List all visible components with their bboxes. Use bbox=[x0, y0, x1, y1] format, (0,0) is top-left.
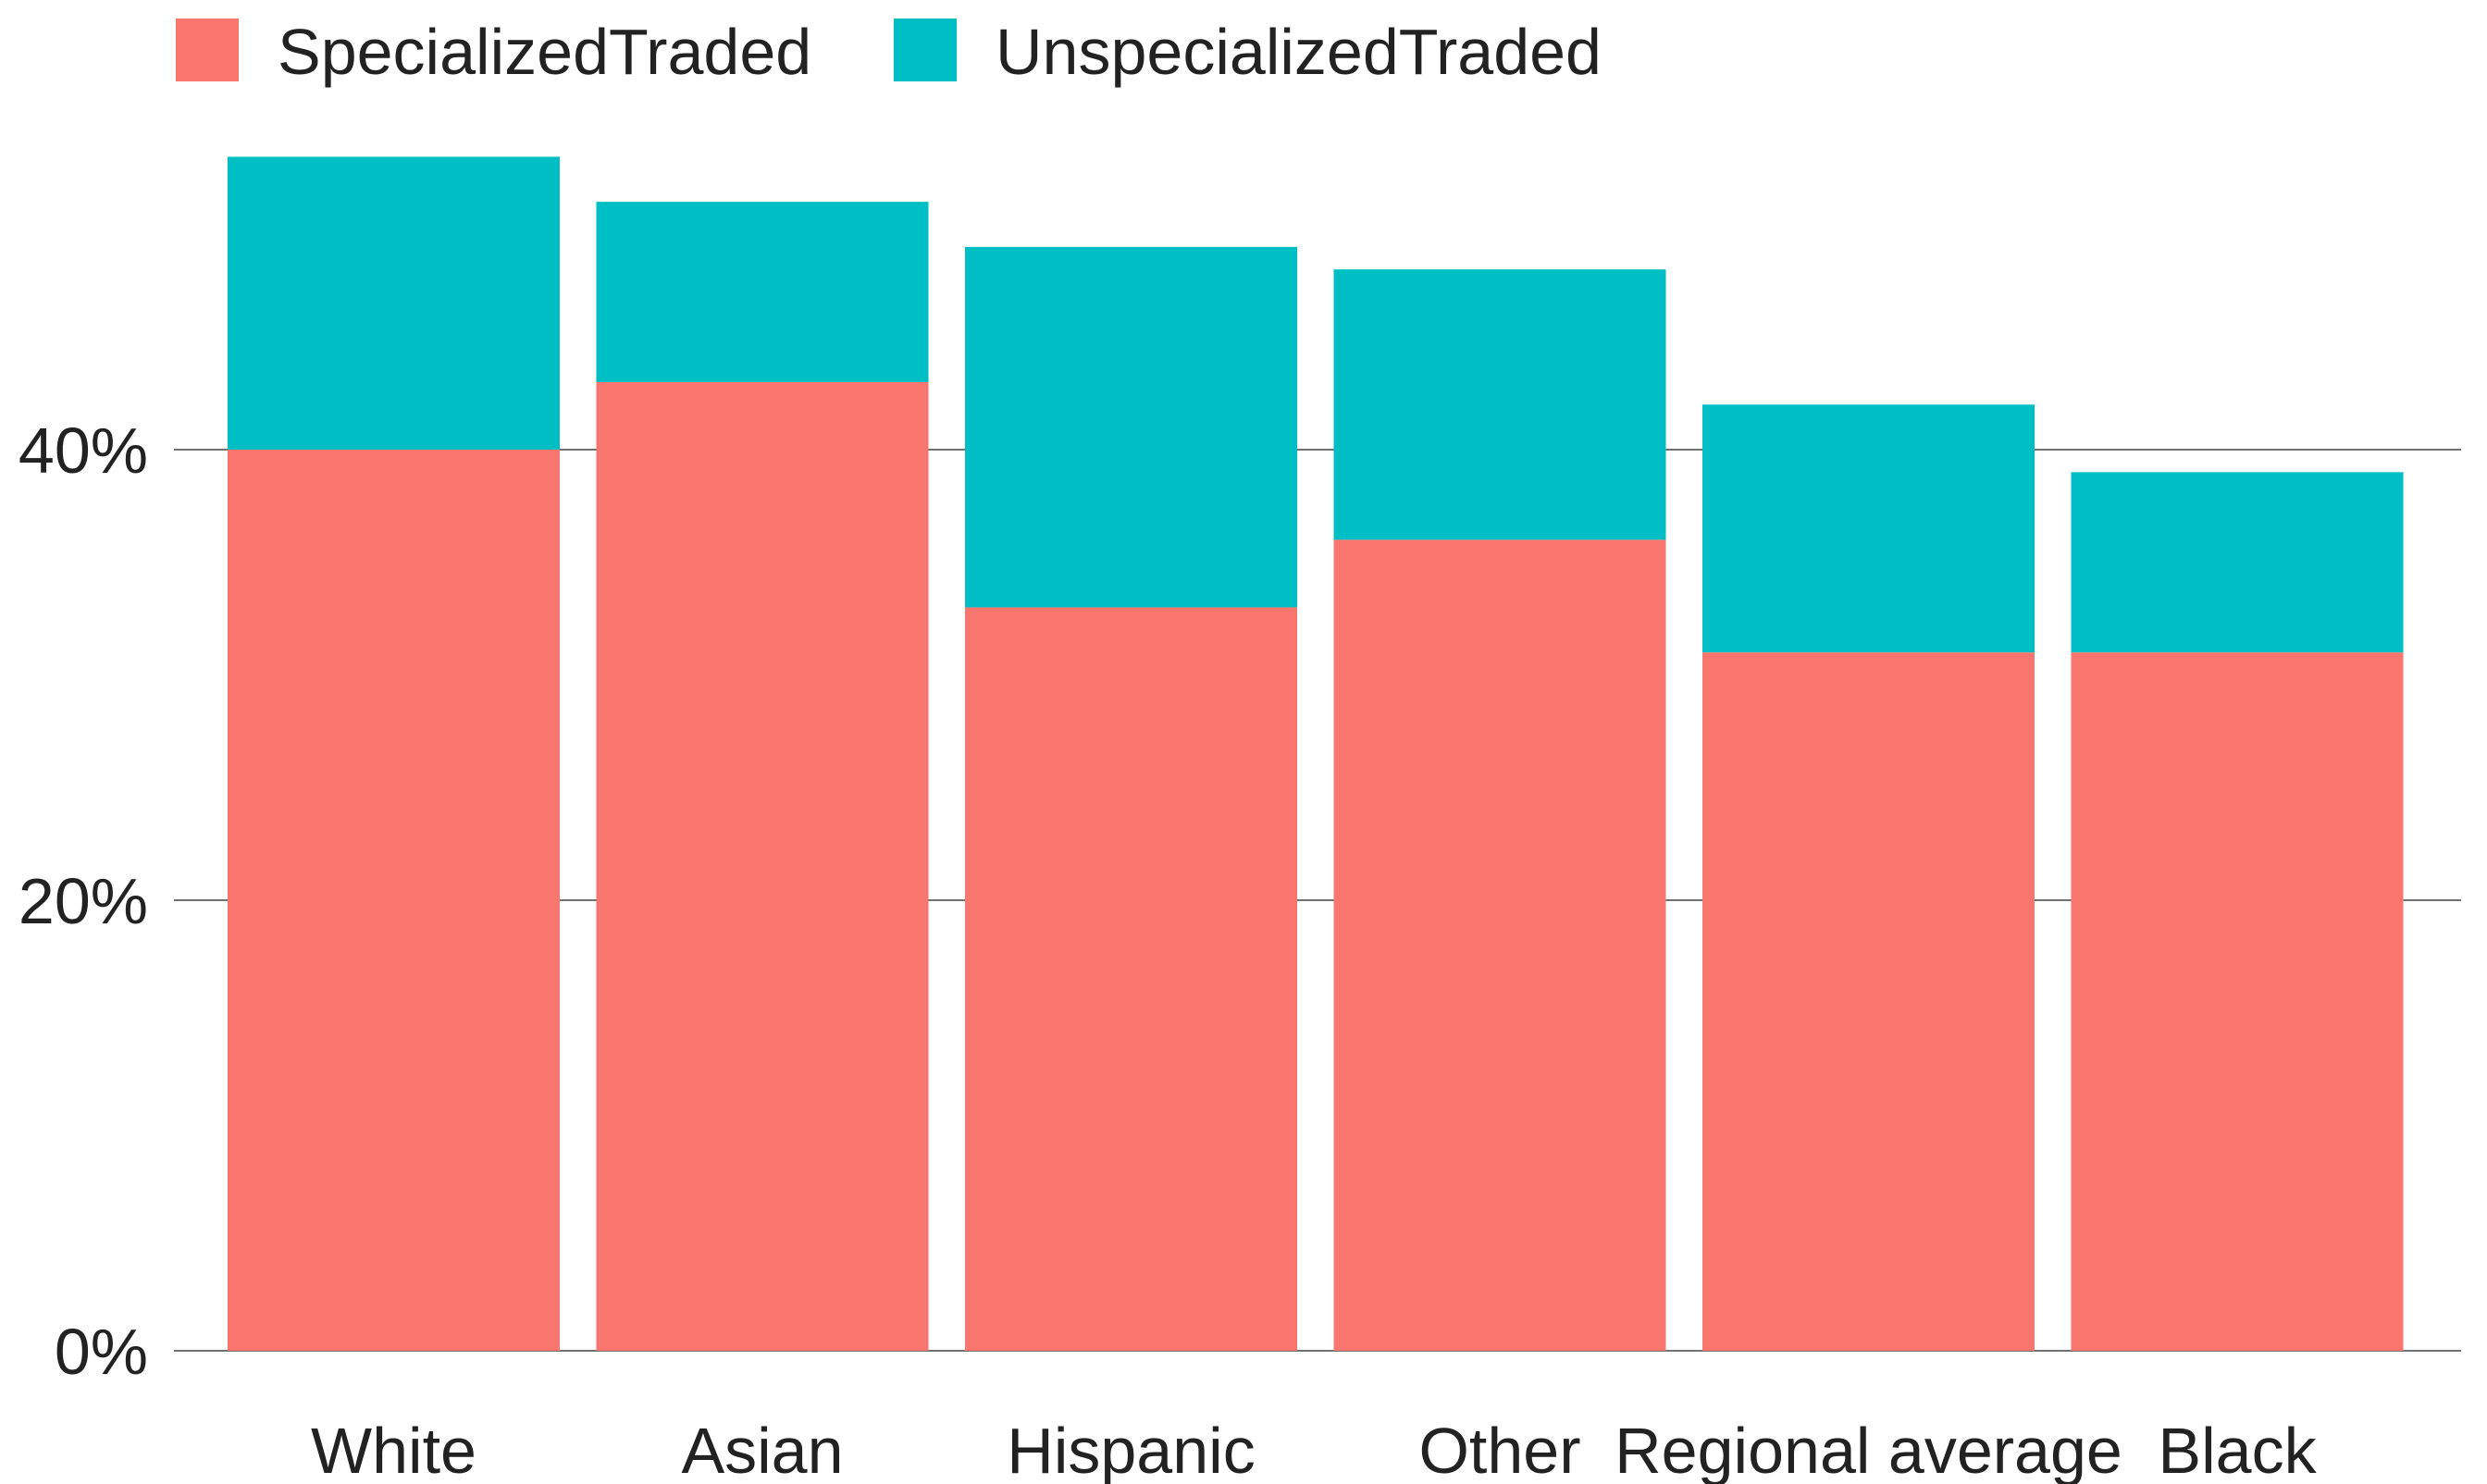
legend-label: UnspecializedTraded bbox=[996, 16, 1602, 88]
bar-hispanic-specializedtraded bbox=[965, 607, 1297, 1351]
legend-swatch-unspecializedtraded bbox=[894, 19, 957, 81]
bar-white-specializedtraded bbox=[228, 450, 560, 1351]
y-tick-label: 0% bbox=[55, 1316, 148, 1388]
bar-regional-average-specializedtraded bbox=[1702, 652, 2035, 1351]
x-tick-label: White bbox=[311, 1415, 476, 1484]
bar-black-specializedtraded bbox=[2071, 652, 2404, 1351]
bars bbox=[228, 156, 2404, 1352]
bar-black-unspecializedtraded bbox=[2071, 472, 2404, 653]
legend-swatch-specializedtraded bbox=[176, 19, 239, 81]
x-tick-label: Other bbox=[1418, 1415, 1580, 1484]
x-axis-category-labels: White Asian Hispanic Other Regional average B… bbox=[311, 1415, 2318, 1484]
bar-asian-unspecializedtraded bbox=[596, 202, 929, 382]
bar-regional-average-unspecializedtraded bbox=[1702, 404, 2035, 653]
bar-white-unspecializedtraded bbox=[228, 156, 560, 450]
bar-other-specializedtraded bbox=[1333, 539, 1666, 1351]
x-tick-label: Regional average bbox=[1615, 1415, 2122, 1484]
bar-asian-specializedtraded bbox=[596, 381, 929, 1352]
x-tick-label: Black bbox=[2158, 1415, 2317, 1484]
legend: SpecializedTraded UnspecializedTraded bbox=[176, 16, 1602, 88]
y-axis-tick-labels: 0% 20% 40% bbox=[19, 414, 148, 1388]
bar-other-unspecializedtraded bbox=[1333, 269, 1666, 540]
y-tick-label: 20% bbox=[19, 865, 148, 937]
bar-hispanic-unspecializedtraded bbox=[965, 246, 1297, 608]
legend-label: SpecializedTraded bbox=[278, 16, 811, 88]
y-tick-label: 40% bbox=[19, 414, 148, 487]
x-tick-label: Asian bbox=[681, 1415, 843, 1484]
x-tick-label: Hispanic bbox=[1007, 1415, 1255, 1484]
